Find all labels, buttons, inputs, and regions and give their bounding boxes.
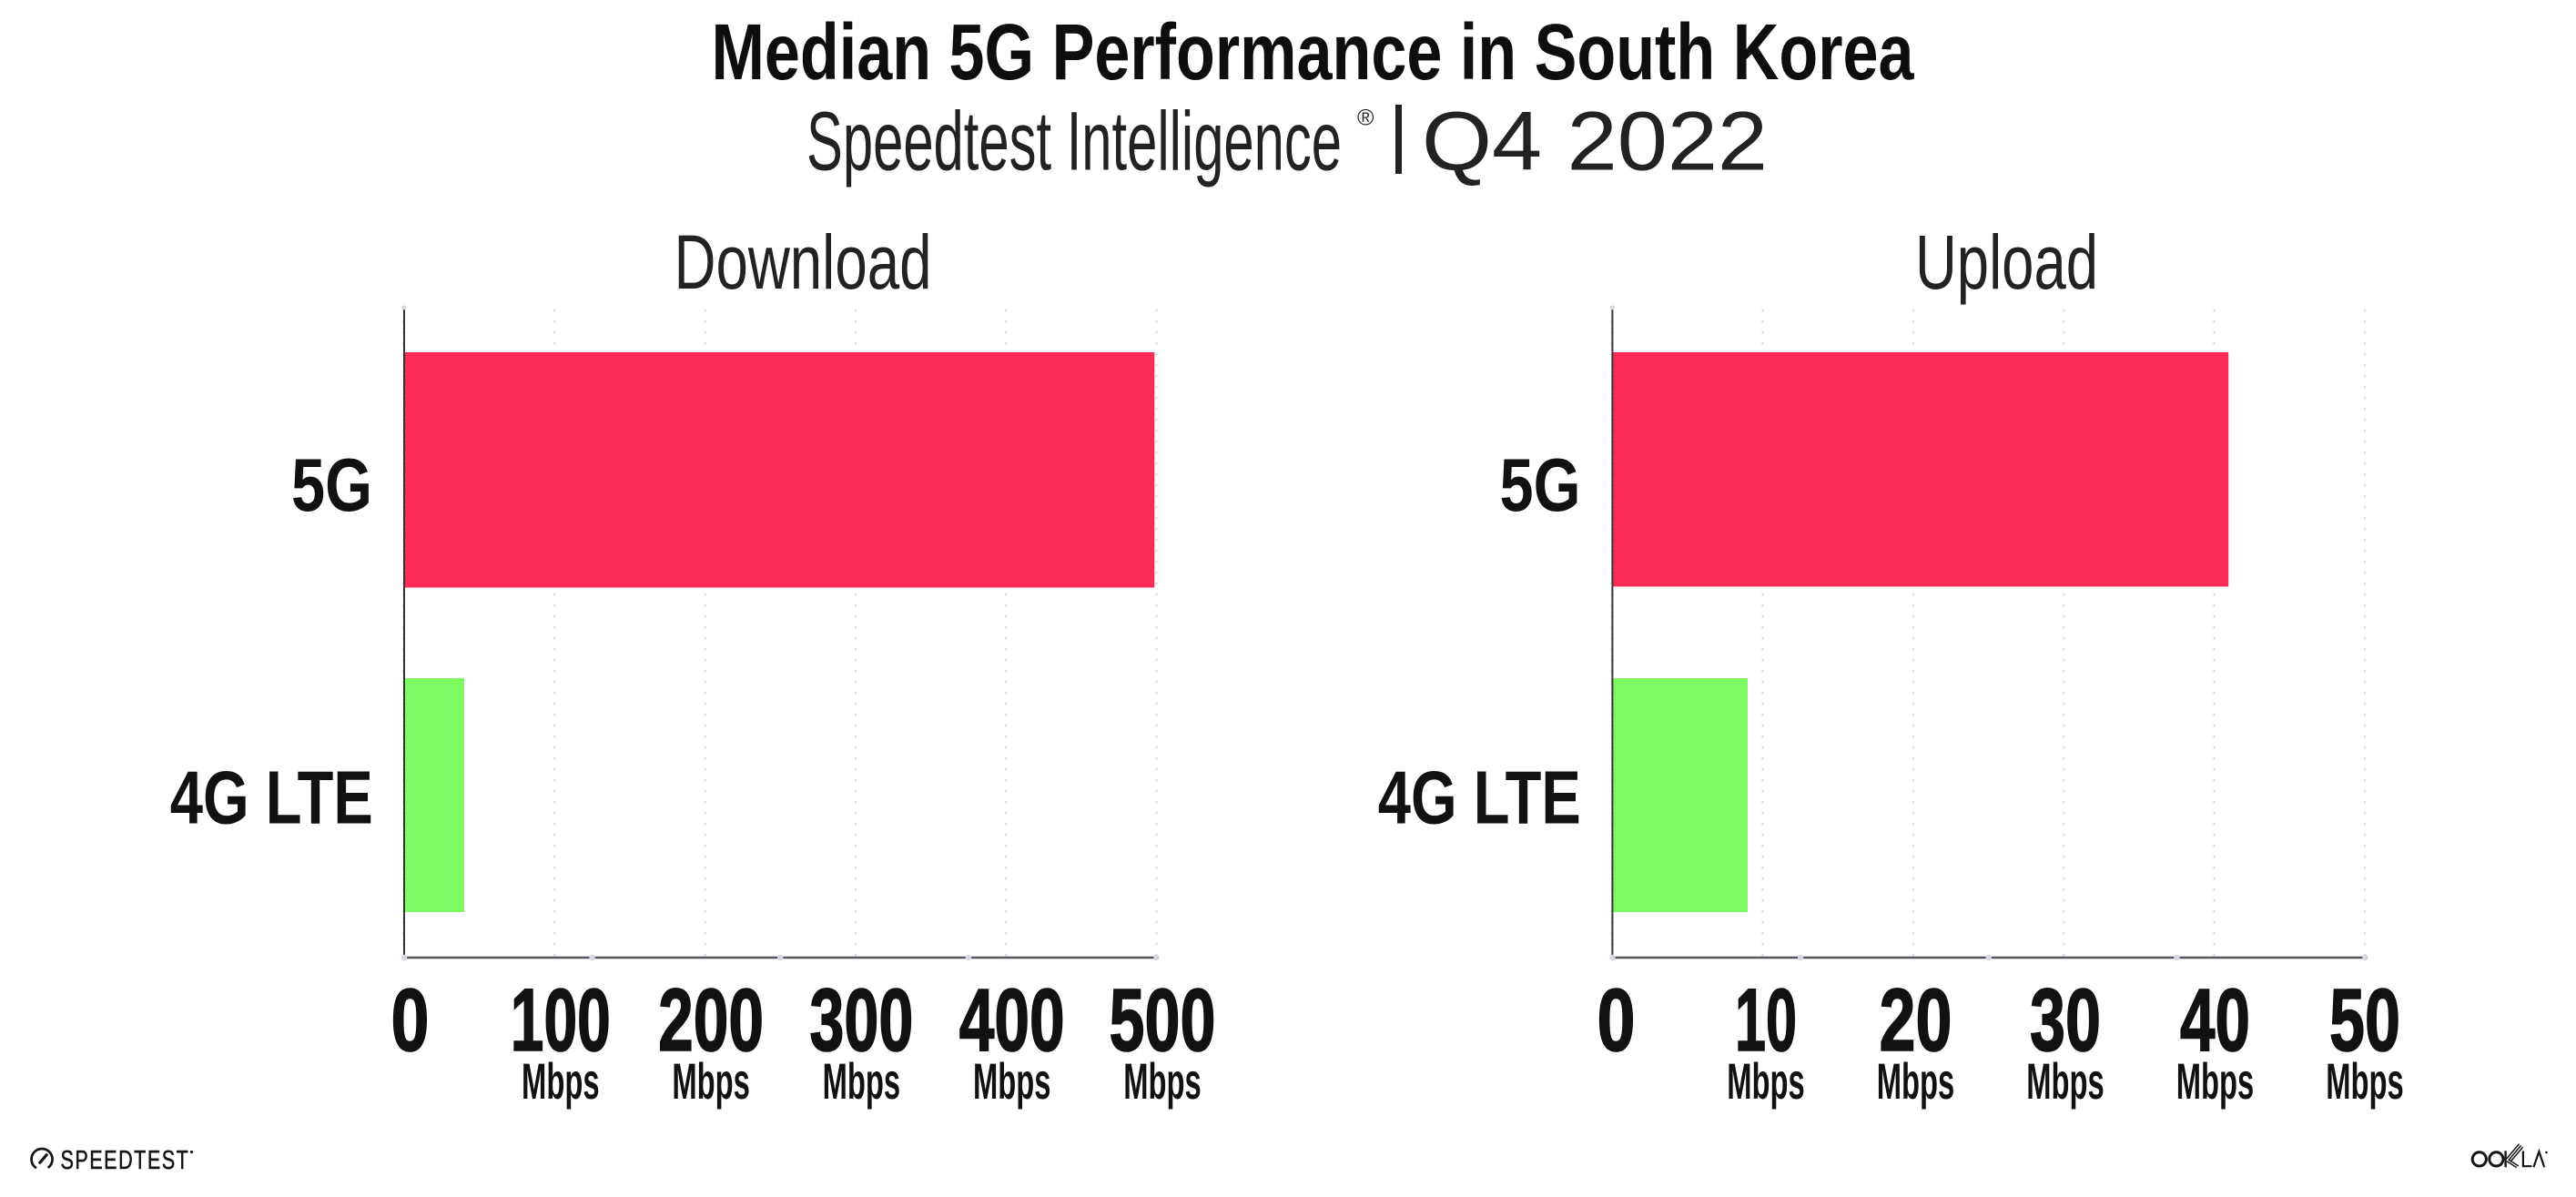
svg-text:20: 20 [1880,970,1952,1070]
svg-text:0: 0 [1597,970,1636,1070]
svg-text:Mbps: Mbps [1877,1052,1955,1110]
svg-text:Mbps: Mbps [823,1052,901,1110]
svg-text:40: 40 [2180,970,2250,1070]
svg-text:Mbps: Mbps [2026,1052,2104,1110]
svg-text:Download: Download [674,219,932,305]
svg-text:Median 5G Performance in South: Median 5G Performance in South Korea [712,8,1914,96]
svg-text:Mbps: Mbps [973,1052,1051,1110]
svg-text:Mbps: Mbps [2176,1052,2255,1110]
svg-text:Mbps: Mbps [672,1052,750,1110]
svg-text:®: ® [1357,106,1374,131]
svg-text:300: 300 [809,970,913,1070]
svg-text:Upload: Upload [1915,219,2098,305]
svg-text:200: 200 [658,970,764,1070]
svg-text:0: 0 [391,970,430,1070]
svg-text:Mbps: Mbps [522,1052,600,1110]
svg-text:Q4 2022: Q4 2022 [1422,96,1768,188]
svg-text:5G: 5G [291,442,372,527]
svg-text:30: 30 [2030,970,2101,1070]
svg-text:Mbps: Mbps [2326,1052,2404,1110]
svg-text:100: 100 [511,970,611,1070]
svg-text:5G: 5G [1500,442,1581,527]
svg-text:Speedtest Intelligence: Speedtest Intelligence [806,96,1342,188]
svg-text:500: 500 [1110,970,1216,1070]
svg-text:400: 400 [959,970,1065,1070]
svg-text:Mbps: Mbps [1123,1052,1202,1110]
svg-text:4G LTE: 4G LTE [1378,756,1581,840]
svg-text:4G LTE: 4G LTE [170,756,373,840]
svg-text:50: 50 [2329,970,2400,1070]
svg-text:SPEEDTEST: SPEEDTEST [61,1146,190,1175]
svg-text:Mbps: Mbps [1727,1052,1805,1110]
svg-text:10: 10 [1735,970,1797,1070]
